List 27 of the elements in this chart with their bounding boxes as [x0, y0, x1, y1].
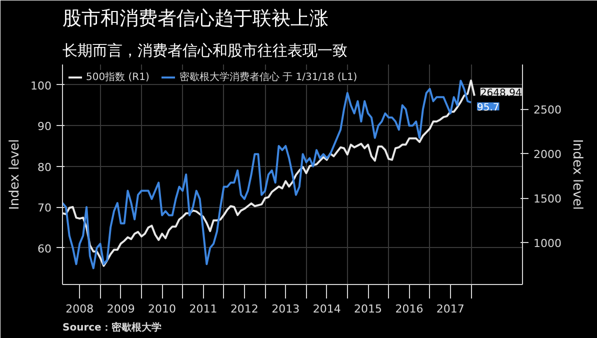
chart-subtitle: 长期而言，消费者信心和股市往往表现一致: [62, 42, 348, 60]
y2-tick-label: 2500: [534, 104, 562, 117]
y2-tick-label: 1000: [534, 237, 562, 250]
x-tick-label: 2016: [395, 302, 424, 316]
legend-label: 密歇根大学消费者信心 于 1/31/18 (L1): [179, 70, 358, 84]
source-note: Source：密歇根大学: [62, 322, 162, 334]
x-tick-label: 2011: [189, 302, 218, 316]
y2-tick-label: 1500: [534, 192, 562, 206]
y-tick-label: 100: [30, 79, 52, 92]
y2-tick-label: 2000: [534, 148, 562, 162]
x-tick-label: 2012: [230, 302, 258, 316]
x-tick-label: 2014: [312, 302, 341, 316]
chart-title: 股市和消费者信心趋于联袂上涨: [62, 8, 328, 30]
x-tick-label: 2010: [148, 302, 176, 316]
x-tick-label: 2015: [354, 302, 382, 316]
x-tick-label: 2017: [436, 302, 464, 316]
y-tick-label: 70: [38, 202, 52, 215]
data-label: 2648.94: [480, 88, 522, 99]
y-tick-label: 60: [38, 242, 52, 256]
y2-axis-title: Index level: [569, 139, 584, 210]
x-tick-label: 2013: [272, 302, 300, 316]
y-tick-label: 80: [38, 160, 52, 174]
y-tick-label: 90: [38, 120, 52, 134]
y-axis-title: Index level: [8, 139, 23, 210]
x-tick-label: 2009: [106, 302, 135, 316]
legend-label: 500指数 (R1): [86, 70, 150, 84]
x-tick-label: 2008: [66, 302, 94, 316]
